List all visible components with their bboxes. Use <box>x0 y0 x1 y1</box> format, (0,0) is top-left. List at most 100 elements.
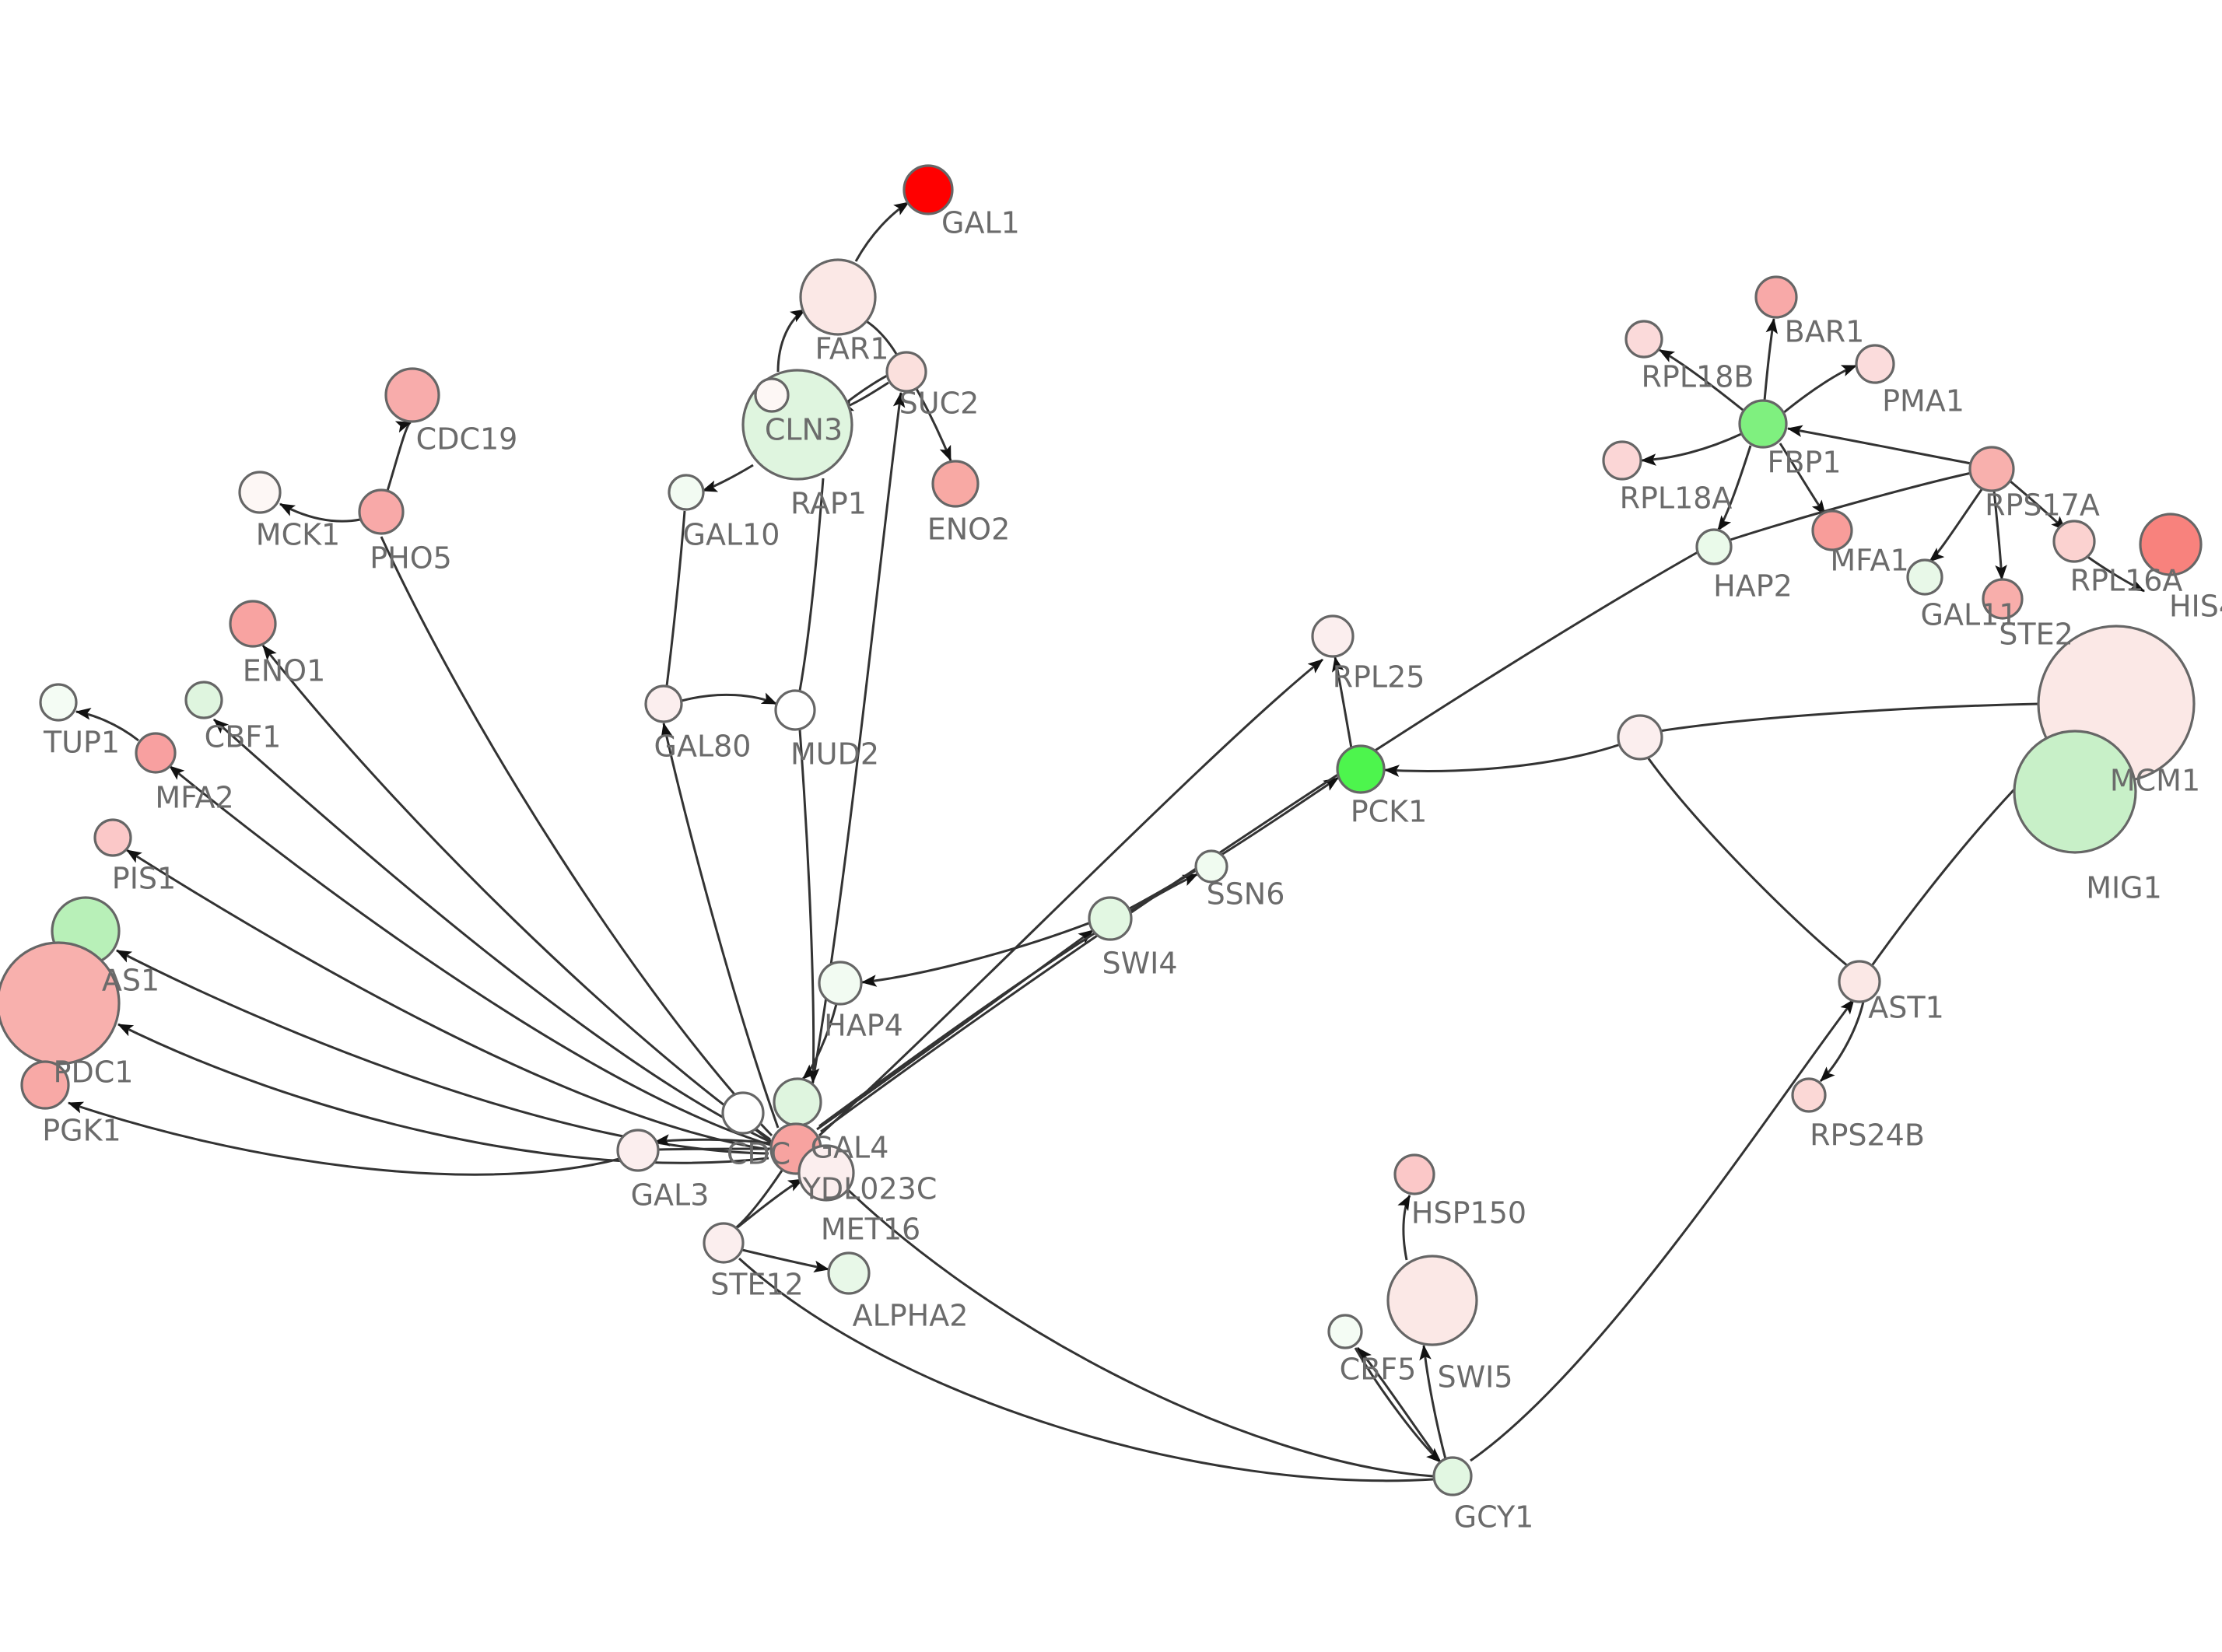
graph-node-gal11[interactable] <box>1906 558 1943 596</box>
graph-edge <box>75 708 139 742</box>
graph-edge <box>1356 1347 1441 1461</box>
graph-node-pdc1[interactable] <box>0 941 121 1066</box>
graph-node-label: MUD2 <box>790 737 879 772</box>
graph-node-pck1[interactable] <box>1336 744 1386 794</box>
graph-edge <box>67 1101 620 1176</box>
graph-edge <box>817 1159 1434 1478</box>
graph-node-tup1[interactable] <box>39 683 78 722</box>
graph-node-ste12[interactable] <box>703 1222 745 1264</box>
graph-node-label: GAL3 <box>631 1178 710 1213</box>
graph-edge <box>820 551 1698 1133</box>
graph-node-pis1[interactable] <box>93 818 132 857</box>
graph-node-label: ENO2 <box>927 513 1011 547</box>
graph-node-mud2[interactable] <box>774 689 816 731</box>
graph-node-cbf5[interactable] <box>1327 1314 1363 1349</box>
graph-node-swi5[interactable] <box>1386 1255 1478 1346</box>
graph-edge <box>1397 1194 1411 1261</box>
graph-node-mig1[interactable] <box>2013 730 2137 854</box>
graph-edge <box>1659 702 2039 733</box>
graph-node-rpl25[interactable] <box>1311 614 1355 658</box>
graph-node-mig1h[interactable] <box>1617 714 1663 761</box>
graph-edge <box>734 1170 783 1230</box>
graph-node-label: RPL25 <box>1333 660 1425 695</box>
graph-node-cdc19[interactable] <box>384 367 440 423</box>
graph-node-cdcx[interactable] <box>721 1091 765 1135</box>
graph-node-rpl18b[interactable] <box>1624 320 1663 359</box>
graph-node-gal1[interactable] <box>902 164 954 215</box>
graph-node-label: AS1 <box>102 964 159 998</box>
graph-node-label: RPL18A <box>1620 481 1733 516</box>
graph-node-label: STE12 <box>710 1268 804 1302</box>
graph-node-alpha2[interactable] <box>827 1251 871 1295</box>
graph-node-label: GCY1 <box>1454 1500 1534 1535</box>
graph-node-label: GAL11 <box>1921 598 2018 632</box>
graph-node-pma1[interactable] <box>1855 344 1895 384</box>
graph-node-his4[interactable] <box>2139 513 2203 576</box>
graph-node-ast1[interactable] <box>1838 960 1881 1003</box>
graph-node-gal3[interactable] <box>616 1129 660 1172</box>
graph-node-bar1[interactable] <box>1754 275 1798 319</box>
graph-node-ydl023c[interactable] <box>797 1144 855 1202</box>
graph-node-label: MIG1 <box>2086 871 2162 905</box>
graph-edge <box>1646 757 1849 968</box>
graph-node-label: RPL18B <box>1642 360 1754 394</box>
graph-node-hsp150[interactable] <box>1393 1153 1435 1195</box>
nodes-layer <box>0 164 2203 1496</box>
graph-node-pho5[interactable] <box>358 488 405 535</box>
graph-edge <box>1730 471 1972 541</box>
graph-node-rps24b[interactable] <box>1791 1077 1827 1113</box>
graph-edge <box>854 201 910 262</box>
graph-node-cbf1[interactable] <box>184 681 223 719</box>
graph-node-pgk1[interactable] <box>20 1060 70 1110</box>
graph-node-label: STE2 <box>1999 618 2073 652</box>
graph-node-rps17a[interactable] <box>1968 446 2015 492</box>
graph-node-eno1[interactable] <box>229 600 277 648</box>
graph-edge <box>279 502 361 523</box>
graph-node-label: HIS4 <box>2169 590 2222 624</box>
graph-node-suc2[interactable] <box>885 351 927 393</box>
graph-edge <box>212 718 771 1143</box>
graph-node-label: RPL16A <box>2070 564 2183 598</box>
graph-edge <box>657 1147 771 1151</box>
graph-node-eno2[interactable] <box>931 460 980 508</box>
graph-node-mfa2[interactable] <box>135 732 177 774</box>
graph-node-hap4[interactable] <box>818 961 863 1006</box>
graph-edge <box>665 510 686 687</box>
graph-node-far1[interactable] <box>799 258 877 336</box>
graph-node-label: SSN6 <box>1207 877 1285 912</box>
graph-node-fbp1[interactable] <box>1738 399 1788 449</box>
graph-node-cln3b[interactable] <box>754 377 790 413</box>
graph-node-label: ALPHA2 <box>853 1299 969 1333</box>
graph-node-label: RPS24B <box>1810 1118 1925 1153</box>
graph-node-rpl18a[interactable] <box>1602 440 1642 481</box>
graph-node-label: PIS1 <box>112 862 176 896</box>
graph-edge <box>860 921 1092 987</box>
graph-edge <box>1383 743 1621 777</box>
graph-node-label: ENO1 <box>243 654 326 688</box>
graph-node-label: HAP2 <box>1713 569 1793 604</box>
graph-node-label: SWI4 <box>1102 947 1177 981</box>
graph-node-label: MCM1 <box>2110 764 2200 798</box>
graph-node-label: RAP1 <box>790 487 867 521</box>
graph-edge <box>1763 317 1778 401</box>
graph-node-gal80[interactable] <box>644 684 683 723</box>
labels-layer: GAL1 FAR1 SUC2 CLN3 ENO2 RAP1 GAL10 CDC19 MCK1 PH… <box>42 206 2222 1535</box>
graph-edge <box>2086 555 2146 593</box>
graph-node-ssn6[interactable] <box>1194 849 1228 884</box>
graph-node-gal4h[interactable] <box>773 1077 822 1127</box>
graph-node-mck1[interactable] <box>238 471 282 514</box>
graph-node-gal10[interactable] <box>668 474 705 511</box>
graph-node-rpl16a[interactable] <box>2052 520 2096 563</box>
graph-edge <box>864 319 898 355</box>
graph-node-swi4[interactable] <box>1088 896 1133 941</box>
graph-node-label: PGK1 <box>42 1114 121 1148</box>
graph-edge <box>1470 999 1856 1462</box>
graph-node-label: GAL80 <box>654 730 752 764</box>
graph-node-hap2[interactable] <box>1695 528 1733 565</box>
graph-node-gcy1[interactable] <box>1432 1456 1473 1496</box>
graph-node-ste2[interactable] <box>1982 578 2024 620</box>
graph-node-label: PMA1 <box>1882 384 1964 418</box>
graph-node-mfa1[interactable] <box>1811 509 1853 551</box>
